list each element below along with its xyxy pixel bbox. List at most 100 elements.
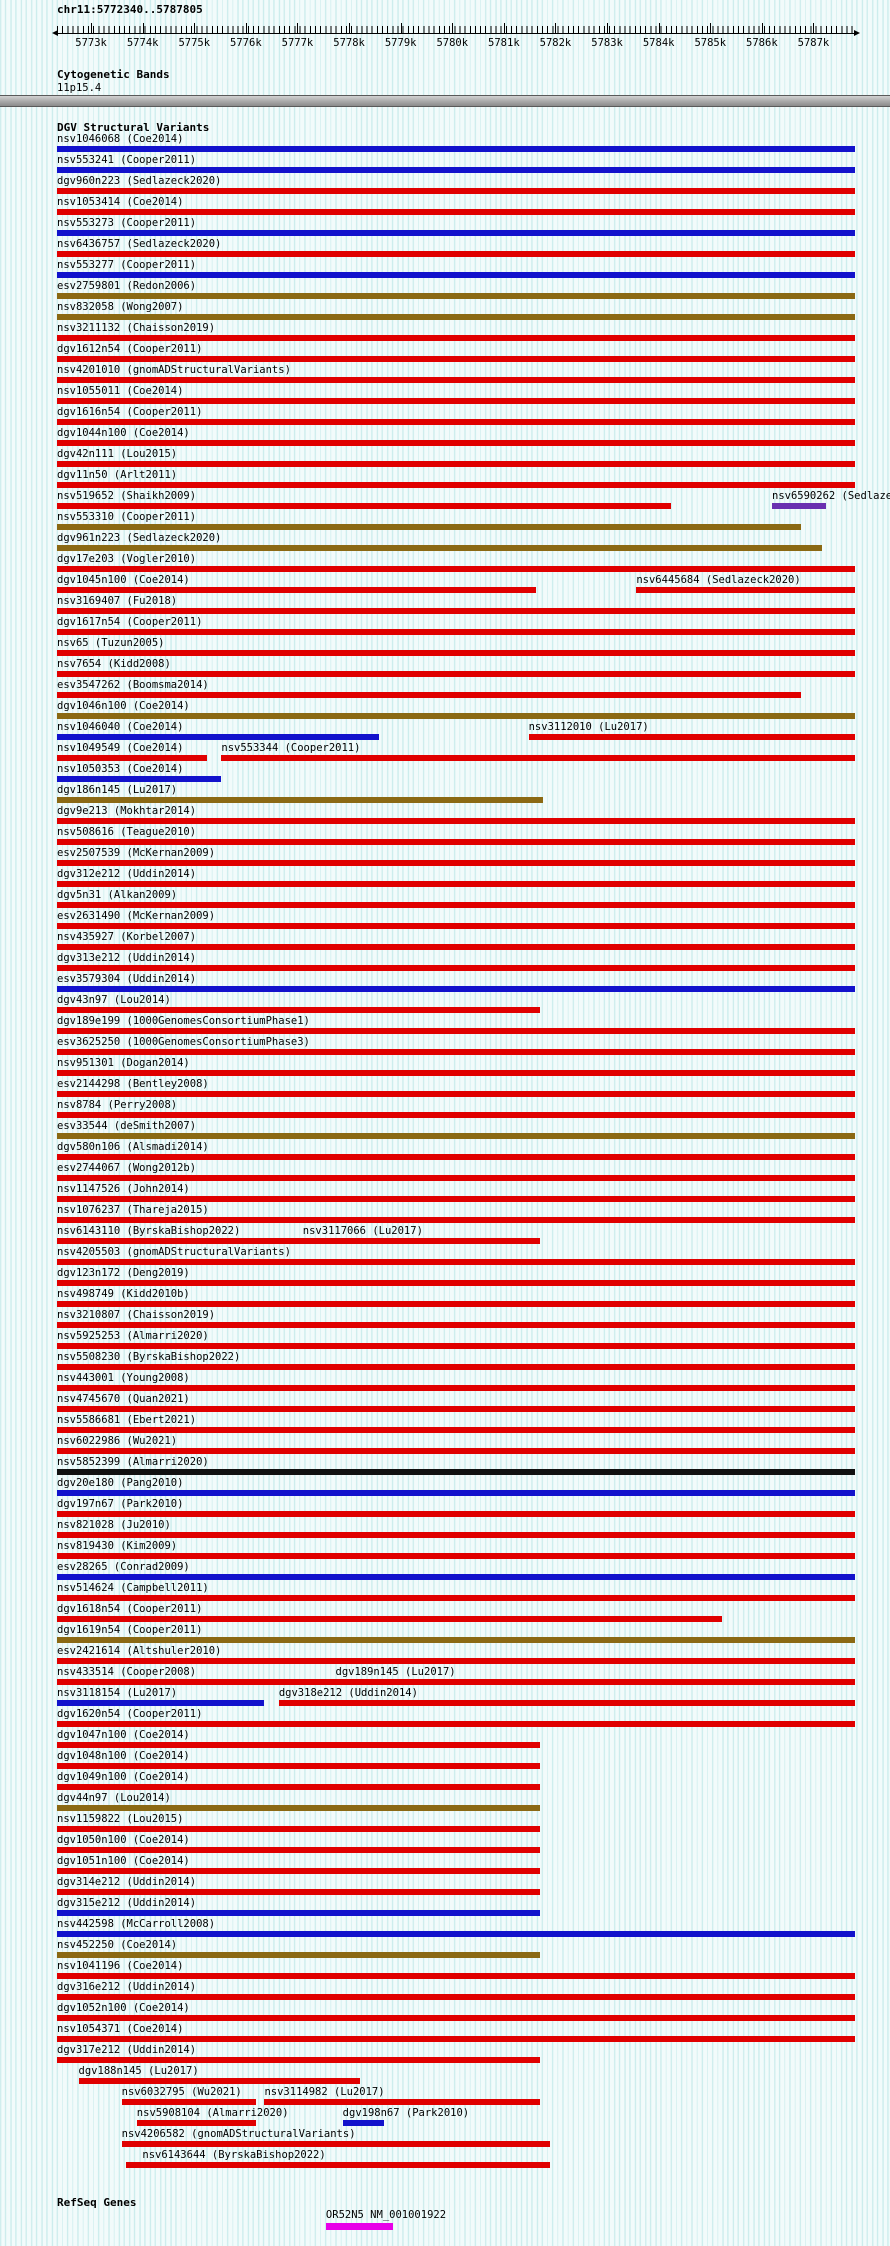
feature-bar[interactable] — [57, 629, 855, 635]
feature-label[interactable]: esv3625250 (1000GenomesConsortiumPhase3) — [57, 1036, 310, 1048]
feature-label[interactable]: dgv43n97 (Lou2014) — [57, 994, 171, 1006]
feature-bar[interactable] — [57, 902, 855, 908]
feature-label[interactable]: nsv8784 (Perry2008) — [57, 1099, 178, 1111]
feature-bar[interactable] — [57, 1868, 540, 1874]
feature-label[interactable]: dgv189n145 (Lu2017) — [335, 1666, 456, 1678]
feature-bar[interactable] — [57, 1658, 855, 1664]
feature-label[interactable]: nsv442598 (McCarroll2008) — [57, 1918, 216, 1930]
feature-label[interactable]: nsv1050353 (Coe2014) — [57, 763, 184, 775]
feature-label[interactable]: nsv6445684 (Sedlazeck2020) — [636, 574, 801, 586]
feature-bar[interactable] — [57, 1805, 540, 1811]
feature-label[interactable]: dgv189e199 (1000GenomesConsortiumPhase1) — [57, 1015, 310, 1027]
feature-label[interactable]: dgv1620n54 (Cooper2011) — [57, 1708, 203, 1720]
feature-label[interactable]: dgv1612n54 (Cooper2011) — [57, 343, 203, 355]
feature-bar[interactable] — [57, 860, 855, 866]
feature-bar[interactable] — [57, 1994, 855, 2000]
feature-label[interactable]: dgv1052n100 (Coe2014) — [57, 2002, 190, 2014]
feature-label[interactable]: esv33544 (deSmith2007) — [57, 1120, 197, 1132]
feature-bar[interactable] — [264, 2099, 540, 2105]
feature-label[interactable]: nsv1049549 (Coe2014) — [57, 742, 184, 754]
feature-bar[interactable] — [57, 1049, 855, 1055]
feature-label[interactable]: dgv1048n100 (Coe2014) — [57, 1750, 190, 1762]
feature-label[interactable]: nsv3117066 (Lu2017) — [302, 1225, 423, 1237]
feature-label[interactable]: nsv6436757 (Sedlazeck2020) — [57, 238, 222, 250]
feature-bar[interactable] — [57, 1448, 855, 1454]
feature-label[interactable]: nsv6143110 (ByrskaBishop2022) — [57, 1225, 241, 1237]
feature-label[interactable]: dgv186n145 (Lu2017) — [57, 784, 178, 796]
feature-label[interactable]: nsv5508230 (ByrskaBishop2022) — [57, 1351, 241, 1363]
feature-bar[interactable] — [57, 377, 855, 383]
feature-label[interactable]: dgv1047n100 (Coe2014) — [57, 1729, 190, 1741]
feature-label[interactable]: OR52N5 NM_001001922 — [325, 2209, 447, 2221]
feature-label[interactable]: dgv318e212 (Uddin2014) — [278, 1687, 418, 1699]
feature-label[interactable]: dgv5n31 (Alkan2009) — [57, 889, 178, 901]
feature-label[interactable]: nsv553241 (Cooper2011) — [57, 154, 197, 166]
feature-label[interactable]: dgv580n106 (Alsmadi2014) — [57, 1141, 209, 1153]
feature-bar[interactable] — [57, 755, 208, 761]
feature-label[interactable]: nsv553310 (Cooper2011) — [57, 511, 197, 523]
feature-bar[interactable] — [57, 776, 222, 782]
feature-bar[interactable] — [57, 1091, 855, 1097]
feature-label[interactable]: dgv1044n100 (Coe2014) — [57, 427, 190, 439]
feature-bar[interactable] — [57, 1406, 855, 1412]
feature-bar[interactable] — [57, 1784, 540, 1790]
feature-label[interactable]: dgv9e213 (Mokhtar2014) — [57, 805, 197, 817]
feature-label[interactable]: nsv3112010 (Lu2017) — [528, 721, 649, 733]
feature-bar[interactable] — [57, 1763, 540, 1769]
feature-bar[interactable] — [136, 2120, 257, 2126]
feature-bar[interactable] — [57, 1973, 855, 1979]
feature-label[interactable]: dgv198n67 (Park2010) — [342, 2107, 470, 2119]
feature-label[interactable]: dgv197n67 (Park2010) — [57, 1498, 184, 1510]
feature-label[interactable]: dgv1618n54 (Cooper2011) — [57, 1603, 203, 1615]
feature-bar[interactable] — [772, 503, 827, 509]
feature-bar[interactable] — [57, 209, 855, 215]
feature-label[interactable]: nsv1053414 (Coe2014) — [57, 196, 184, 208]
feature-bar[interactable] — [57, 356, 855, 362]
feature-label[interactable]: esv2421614 (Altshuler2010) — [57, 1645, 222, 1657]
feature-bar[interactable] — [57, 230, 855, 236]
feature-label[interactable]: dgv1619n54 (Cooper2011) — [57, 1624, 203, 1636]
feature-bar[interactable] — [57, 1364, 855, 1370]
feature-bar[interactable] — [57, 1889, 540, 1895]
feature-bar[interactable] — [57, 1700, 265, 1706]
feature-bar[interactable] — [57, 461, 855, 467]
feature-bar[interactable] — [57, 2057, 540, 2063]
feature-bar[interactable] — [57, 335, 855, 341]
feature-bar[interactable] — [57, 944, 855, 950]
feature-bar[interactable] — [335, 1679, 540, 1685]
feature-bar[interactable] — [342, 2120, 385, 2126]
feature-bar[interactable] — [57, 965, 855, 971]
feature-label[interactable]: dgv44n97 (Lou2014) — [57, 1792, 171, 1804]
feature-label[interactable]: dgv1049n100 (Coe2014) — [57, 1771, 190, 1783]
feature-bar[interactable] — [528, 734, 855, 740]
feature-label[interactable]: nsv1054371 (Coe2014) — [57, 2023, 184, 2035]
feature-bar[interactable] — [57, 440, 855, 446]
feature-label[interactable]: nsv3114982 (Lu2017) — [264, 2086, 385, 2098]
feature-bar[interactable] — [57, 1427, 855, 1433]
feature-bar[interactable] — [57, 1490, 855, 1496]
feature-bar[interactable] — [121, 2099, 257, 2105]
feature-label[interactable]: nsv553344 (Cooper2011) — [221, 742, 361, 754]
feature-label[interactable]: nsv3169407 (Fu2018) — [57, 595, 178, 607]
feature-label[interactable]: nsv1147526 (John2014) — [57, 1183, 190, 1195]
feature-bar[interactable] — [325, 2223, 393, 2230]
feature-label[interactable]: dgv315e212 (Uddin2014) — [57, 1897, 197, 1909]
feature-bar[interactable] — [57, 293, 855, 299]
feature-bar[interactable] — [57, 1742, 540, 1748]
feature-label[interactable]: esv2144298 (Bentley2008) — [57, 1078, 209, 1090]
feature-label[interactable]: nsv6590262 (Sedlazeck2020) — [772, 490, 890, 502]
feature-bar[interactable] — [57, 2036, 855, 2042]
feature-label[interactable]: nsv4745670 (Quan2021) — [57, 1393, 190, 1405]
feature-label[interactable]: nsv3211132 (Chaisson2019) — [57, 322, 216, 334]
feature-label[interactable]: nsv821028 (Ju2010) — [57, 1519, 171, 1531]
feature-bar[interactable] — [57, 692, 801, 698]
feature-label[interactable]: dgv960n223 (Sedlazeck2020) — [57, 175, 222, 187]
feature-label[interactable]: nsv3210807 (Chaisson2019) — [57, 1309, 216, 1321]
feature-label[interactable]: esv28265 (Conrad2009) — [57, 1561, 190, 1573]
feature-label[interactable]: nsv4206582 (gnomADStructuralVariants) — [121, 2128, 356, 2140]
feature-bar[interactable] — [57, 1070, 855, 1076]
feature-label[interactable]: dgv961n223 (Sedlazeck2020) — [57, 532, 222, 544]
feature-bar[interactable] — [57, 2015, 855, 2021]
feature-label[interactable]: nsv1046068 (Coe2014) — [57, 133, 184, 145]
feature-bar[interactable] — [57, 524, 801, 530]
